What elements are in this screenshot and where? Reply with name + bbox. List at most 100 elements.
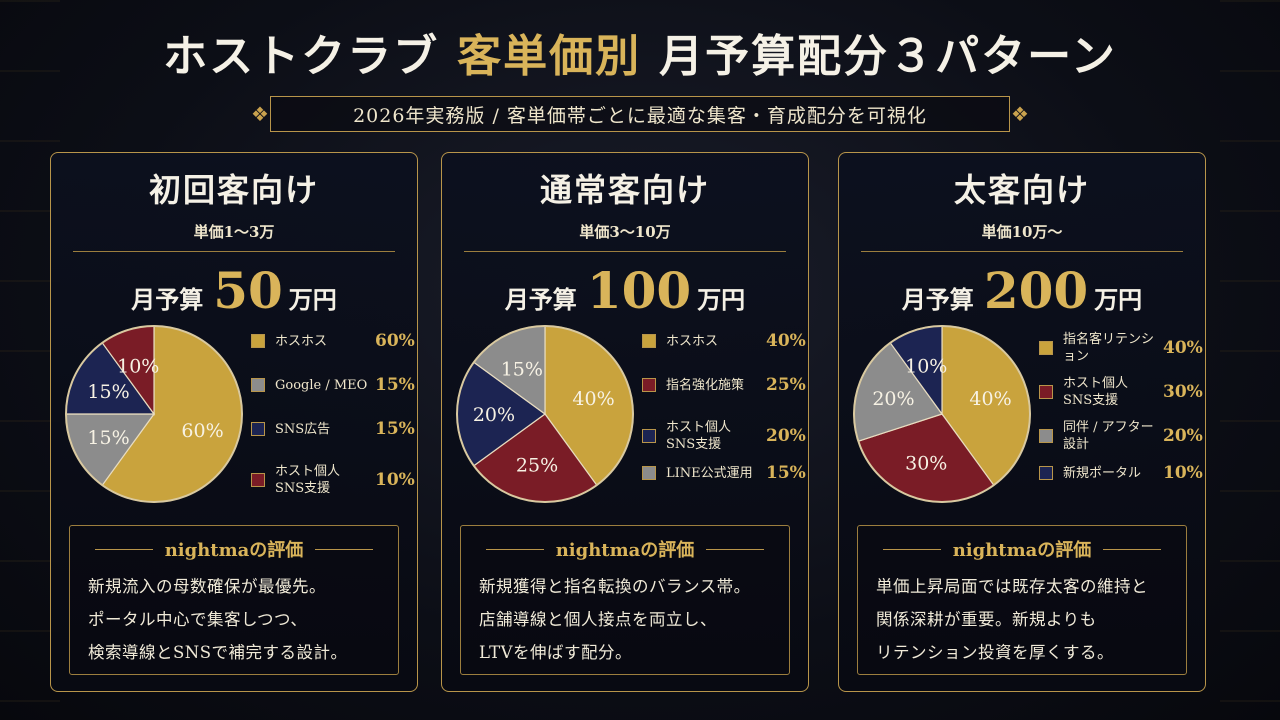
legend-swatch xyxy=(1039,341,1053,355)
evaluation-heading: nightmaの評価 xyxy=(858,536,1186,562)
pie-chart: 40% 30% 20% 10% xyxy=(853,325,1031,503)
pie-chart: 60% 15% 15% 10% xyxy=(65,325,243,503)
pie-slice-label: 15% xyxy=(501,359,543,381)
heading-rule-left xyxy=(94,548,153,550)
pattern-card: 通常客向け 単価3～10万 月予算 100 万円 40% 25% 20% 15% ホス… xyxy=(441,152,809,692)
legend-swatch xyxy=(251,422,265,436)
heading-rule-right xyxy=(706,548,765,550)
budget: 月予算 200 万円 xyxy=(839,261,1205,320)
heading-rule-right xyxy=(1103,548,1162,550)
budget-label: 月予算 xyxy=(504,285,577,314)
legend-swatch xyxy=(1039,466,1053,480)
legend-value: 10% xyxy=(1163,463,1203,483)
legend-item: 同伴 / アフター設計 20% xyxy=(1039,419,1203,453)
legend-item: ホスト個人 SNS支援 10% xyxy=(251,463,415,497)
legend-label: Google / MEO xyxy=(275,377,368,393)
legend-swatch xyxy=(251,473,265,487)
pie-slice-label: 40% xyxy=(572,388,614,410)
eval-line: LTVを伸ばす配分。 xyxy=(479,643,633,662)
legend-value: 15% xyxy=(375,375,415,395)
pie-outline xyxy=(853,325,1031,503)
legend-item: ホスト個人 SNS支援 20% xyxy=(642,419,806,453)
evaluation-heading-text: nightmaの評価 xyxy=(164,540,304,561)
budget-value: 200 xyxy=(983,261,1089,320)
pie-slice-label: 20% xyxy=(872,388,914,410)
legend-label: LINE公式運用 xyxy=(666,465,753,481)
card-divider xyxy=(464,251,786,252)
eval-line: 店舗導線と個人接点を両立し、 xyxy=(479,610,717,629)
pie-slice-label: 10% xyxy=(905,355,947,377)
legend-value: 20% xyxy=(1163,426,1203,446)
eval-line: 検索導線とSNSで補完する設計。 xyxy=(88,643,348,662)
ornament-right-icon: ❖ xyxy=(1011,102,1029,126)
eval-line: 新規流入の母数確保が最優先。 xyxy=(88,577,326,596)
pie-slice-label: 15% xyxy=(87,381,129,403)
pie-slice-label: 20% xyxy=(473,404,515,426)
evaluation-text: 新規獲得と指名転換のバランス帯。 店舗導線と個人接点を両立し、 LTVを伸ばす配分。 xyxy=(479,570,779,669)
legend-value: 60% xyxy=(375,331,415,351)
legend-label: 指名強化施策 xyxy=(666,377,745,393)
pie-outline xyxy=(456,325,634,503)
budget: 月予算 100 万円 xyxy=(442,261,808,320)
legend-swatch xyxy=(642,334,656,348)
budget-unit: 万円 xyxy=(288,285,337,314)
pattern-card: 初回客向け 単価1～3万 月予算 50 万円 60% 15% 15% 10% ホスホス… xyxy=(50,152,418,692)
budget-value: 50 xyxy=(213,261,283,320)
budget: 月予算 50 万円 xyxy=(51,261,417,320)
legend-value: 40% xyxy=(766,331,806,351)
heading-rule-left xyxy=(485,548,544,550)
evaluation-box: nightmaの評価 新規流入の母数確保が最優先。 ポータル中心で集客しつつ、検索… xyxy=(69,525,399,675)
title-part-1: ホストクラブ xyxy=(163,31,440,82)
legend-swatch xyxy=(642,378,656,392)
card-title: 初回客向け xyxy=(148,171,319,209)
legend-label: 新規ポータル xyxy=(1063,465,1142,481)
card-title: 通常客向け xyxy=(539,171,710,209)
pie-slice-label: 30% xyxy=(905,453,947,475)
evaluation-text: 新規流入の母数確保が最優先。 ポータル中心で集客しつつ、検索導線とSNSで補完する… xyxy=(88,570,388,669)
legend-item: ホスホス 60% xyxy=(251,331,415,351)
card-divider xyxy=(73,251,395,252)
pie-slice-label: 25% xyxy=(516,454,558,476)
evaluation-heading-text: nightmaの評価 xyxy=(555,540,695,561)
eval-line: 新規獲得と指名転換のバランス帯。 xyxy=(479,577,751,596)
legend-value: 10% xyxy=(375,470,415,490)
legend-item: LINE公式運用 15% xyxy=(642,463,806,483)
legend-swatch xyxy=(251,334,265,348)
legend-swatch xyxy=(642,466,656,480)
legend-label: ホスホス xyxy=(275,333,328,349)
budget-unit: 万円 xyxy=(1094,285,1143,314)
eval-line: 単価上昇局面では既存太客の維持と xyxy=(876,577,1148,596)
pie-outline xyxy=(65,325,243,503)
title-part-3: 月予算配分３パターン xyxy=(659,31,1117,82)
card-title: 太客向け xyxy=(953,171,1090,209)
legend-swatch xyxy=(642,429,656,443)
budget-label: 月予算 xyxy=(131,285,204,314)
card-price-range: 単価3～10万 xyxy=(579,223,671,241)
evaluation-text: 単価上昇局面では既存太客の維持と 関係深耕が重要。新規よりも リテンション投資を厚く… xyxy=(876,570,1176,669)
eval-line: ポータル中心で集客しつつ、 xyxy=(88,610,308,629)
eval-line: 関係深耕が重要。新規よりも xyxy=(876,610,1097,629)
eval-line: リテンション投資を厚くする。 xyxy=(876,643,1114,662)
legend-label: 同伴 / アフター設計 xyxy=(1063,420,1154,452)
evaluation-heading: nightmaの評価 xyxy=(461,536,789,562)
legend-swatch xyxy=(251,378,265,392)
evaluation-box: nightmaの評価 新規獲得と指名転換のバランス帯。 店舗導線と個人接点を両立し… xyxy=(460,525,790,675)
ornament-left-icon: ❖ xyxy=(251,102,269,126)
legend-item: 指名客リテンション 40% xyxy=(1039,331,1203,365)
page-title: ホストクラブ 客単価別 月予算配分３パターン xyxy=(0,22,1280,82)
card-price-range: 単価1～3万 xyxy=(193,223,275,241)
legend-label: ホスト個人 SNS支援 xyxy=(275,464,341,496)
background-shelf-right xyxy=(1220,0,1280,720)
subtitle-text: 2026年実務版 / 客単価帯ごとに最適な集客・育成配分を可視化 xyxy=(270,96,1010,132)
legend-item: ホスト個人 SNS支援 30% xyxy=(1039,375,1203,409)
card-price-range: 単価10万～ xyxy=(981,223,1063,241)
evaluation-heading-text: nightmaの評価 xyxy=(952,540,1092,561)
legend-item: Google / MEO 15% xyxy=(251,375,415,395)
pattern-card: 太客向け 単価10万～ 月予算 200 万円 40% 30% 20% 10% 指名客リ… xyxy=(838,152,1206,692)
subtitle-banner: ❖ 2026年実務版 / 客単価帯ごとに最適な集客・育成配分を可視化 ❖ xyxy=(250,94,1030,134)
evaluation-heading: nightmaの評価 xyxy=(70,536,398,562)
heading-rule-right xyxy=(315,548,374,550)
legend-item: SNS広告 15% xyxy=(251,419,415,439)
legend-label: 指名客リテンション xyxy=(1063,332,1155,364)
budget-unit: 万円 xyxy=(697,285,746,314)
